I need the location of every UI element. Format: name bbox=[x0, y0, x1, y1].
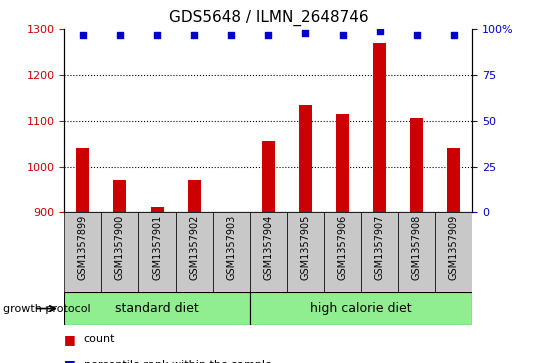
Point bbox=[338, 32, 347, 37]
Bar bbox=[139, 212, 176, 292]
Bar bbox=[435, 212, 472, 292]
Bar bbox=[324, 212, 361, 292]
Text: GSM1357907: GSM1357907 bbox=[375, 215, 385, 280]
Text: standard diet: standard diet bbox=[115, 302, 199, 315]
Text: GSM1357899: GSM1357899 bbox=[78, 215, 88, 280]
Point bbox=[264, 32, 273, 37]
Bar bbox=[373, 43, 386, 212]
Point bbox=[116, 32, 125, 37]
Bar bbox=[113, 180, 126, 212]
Bar bbox=[250, 212, 287, 292]
Point bbox=[412, 32, 421, 37]
Point bbox=[227, 32, 236, 37]
Text: percentile rank within the sample: percentile rank within the sample bbox=[84, 360, 272, 363]
Bar bbox=[398, 212, 435, 292]
Text: GSM1357906: GSM1357906 bbox=[338, 215, 348, 280]
Bar bbox=[361, 212, 398, 292]
Bar bbox=[64, 292, 250, 325]
Text: GSM1357901: GSM1357901 bbox=[152, 215, 162, 280]
Text: GSM1357905: GSM1357905 bbox=[300, 215, 310, 280]
Text: high calorie diet: high calorie diet bbox=[310, 302, 412, 315]
Bar bbox=[336, 114, 349, 212]
Bar bbox=[176, 212, 212, 292]
Bar bbox=[447, 148, 460, 212]
Bar bbox=[188, 180, 201, 212]
Bar bbox=[410, 118, 423, 212]
Bar bbox=[150, 207, 164, 212]
Bar bbox=[262, 141, 275, 212]
Text: GSM1357904: GSM1357904 bbox=[263, 215, 273, 280]
Bar bbox=[77, 148, 89, 212]
Bar bbox=[212, 212, 250, 292]
Point bbox=[449, 32, 458, 37]
Bar bbox=[101, 212, 139, 292]
Text: GSM1357909: GSM1357909 bbox=[449, 215, 459, 280]
Bar bbox=[250, 292, 472, 325]
Bar bbox=[64, 212, 101, 292]
Text: GSM1357908: GSM1357908 bbox=[412, 215, 421, 280]
Point bbox=[153, 32, 162, 37]
Point bbox=[78, 32, 87, 37]
Text: growth protocol: growth protocol bbox=[3, 303, 91, 314]
Bar bbox=[299, 105, 312, 212]
Point bbox=[301, 30, 310, 36]
Text: GSM1357900: GSM1357900 bbox=[115, 215, 125, 280]
Text: ■: ■ bbox=[64, 333, 76, 346]
Text: ■: ■ bbox=[64, 358, 76, 363]
Point bbox=[190, 32, 198, 37]
Bar bbox=[287, 212, 324, 292]
Text: GSM1357903: GSM1357903 bbox=[226, 215, 236, 280]
Point bbox=[375, 28, 384, 34]
Title: GDS5648 / ILMN_2648746: GDS5648 / ILMN_2648746 bbox=[168, 10, 368, 26]
Text: count: count bbox=[84, 334, 115, 344]
Text: GSM1357902: GSM1357902 bbox=[189, 215, 199, 280]
